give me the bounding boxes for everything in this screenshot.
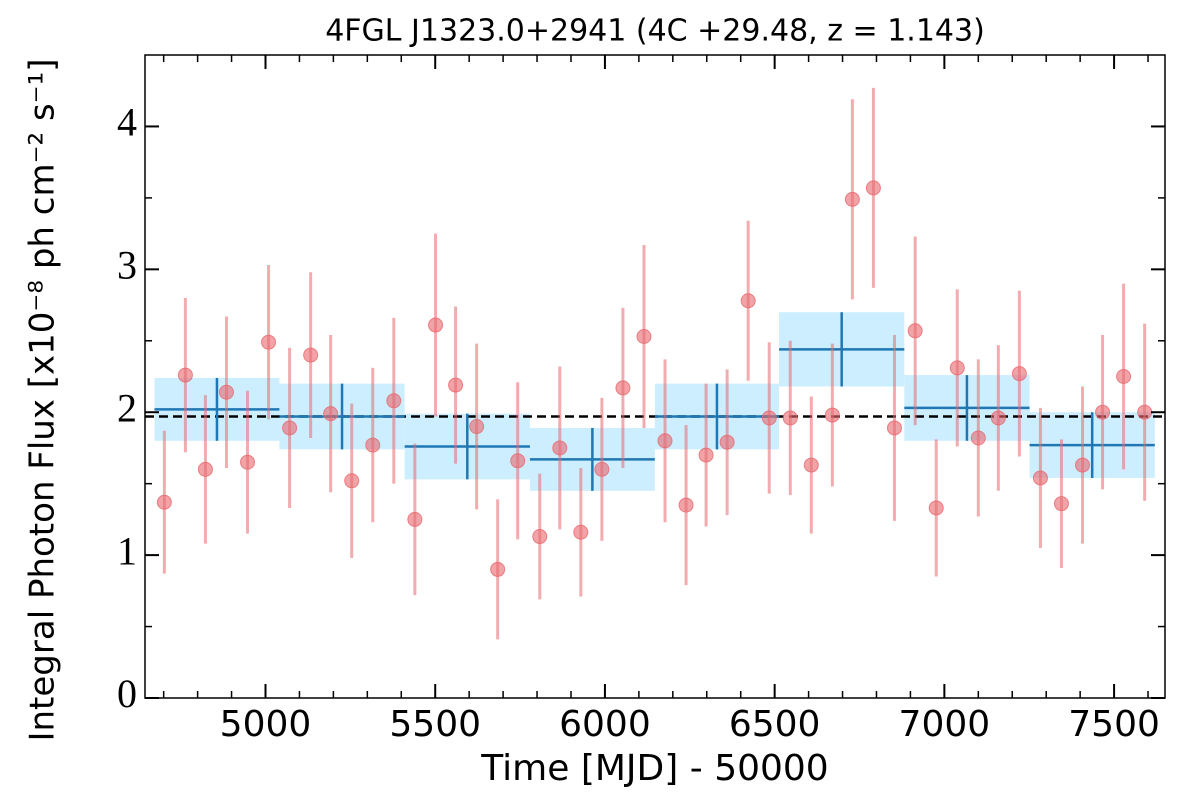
data-point	[657, 433, 673, 449]
data-point	[386, 393, 402, 409]
data-point	[1137, 404, 1153, 420]
data-point	[261, 334, 277, 350]
data-point	[573, 524, 589, 540]
x-tick-label: 7000	[899, 704, 991, 745]
data-point	[428, 317, 444, 333]
data-point	[532, 529, 548, 545]
data-point	[698, 447, 714, 463]
data-point	[448, 377, 464, 393]
data-point	[407, 511, 423, 527]
data-point	[594, 461, 610, 477]
data-point	[865, 180, 881, 196]
y-tick-label: 1	[117, 528, 137, 573]
data-point	[990, 410, 1006, 426]
data-point	[344, 473, 360, 489]
data-point	[803, 457, 819, 473]
data-point	[1011, 366, 1027, 382]
data-point	[240, 454, 256, 470]
plot-frame	[144, 54, 1166, 699]
data-point	[1075, 457, 1091, 473]
data-point	[970, 430, 986, 446]
x-tick-label: 6500	[729, 704, 821, 745]
data-point	[552, 440, 568, 456]
data-point	[740, 293, 756, 309]
data-point	[719, 434, 735, 450]
data-point	[824, 407, 840, 423]
data-point	[761, 410, 777, 426]
x-tick-label: 5500	[389, 704, 481, 745]
data-point	[469, 419, 485, 435]
data-point	[636, 328, 652, 344]
data-point	[907, 323, 923, 339]
data-point	[615, 380, 631, 396]
x-tick-label: 6000	[559, 704, 651, 745]
data-point	[510, 453, 526, 469]
x-tick-label: 7500	[1068, 704, 1160, 745]
y-tick-label: 2	[117, 385, 137, 430]
data-point	[1032, 470, 1048, 486]
x-tick-label: 5000	[220, 704, 312, 745]
data-point	[782, 410, 798, 426]
data-point	[1095, 404, 1111, 420]
x-axis-label: Time [MJD] - 50000	[480, 748, 828, 789]
data-point	[844, 191, 860, 207]
data-point	[365, 437, 381, 453]
data-point	[1053, 496, 1069, 512]
data-point	[886, 420, 902, 436]
data-point	[156, 494, 172, 510]
y-axis-label: Integral Photon Flux [x10⁻⁸ ph cm⁻² s⁻¹]	[23, 58, 63, 741]
data-point	[282, 420, 298, 436]
data-point	[177, 367, 193, 383]
y-tick-label: 4	[117, 100, 137, 145]
data-point	[949, 360, 965, 376]
chart-title: 4FGL J1323.0+2941 (4C +29.48, z = 1.143)	[325, 14, 985, 49]
data-point	[928, 500, 944, 516]
data-point	[678, 497, 694, 513]
data-point	[303, 347, 319, 363]
data-point	[1116, 369, 1132, 384]
data-point	[323, 406, 339, 422]
data-point	[218, 384, 234, 400]
y-tick-label: 0	[117, 671, 137, 716]
data-point	[490, 561, 506, 577]
data-point	[197, 461, 213, 477]
y-tick-label: 3	[117, 243, 137, 288]
